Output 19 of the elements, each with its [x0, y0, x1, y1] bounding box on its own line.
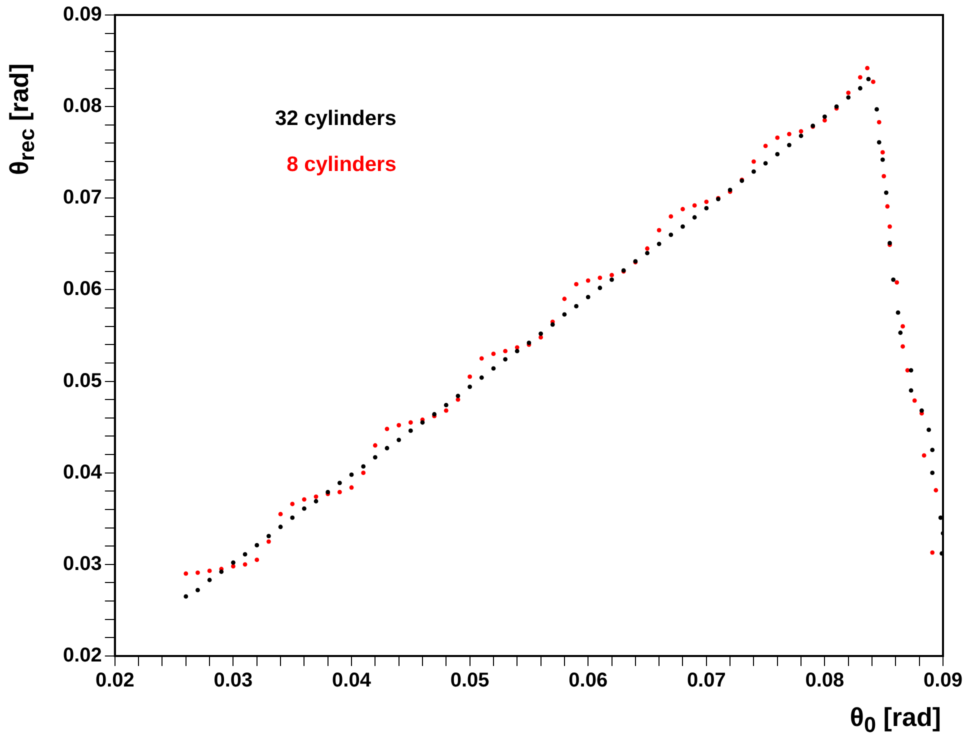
text: 32 cylinders: [275, 106, 396, 132]
x-tick-label: 0.08: [805, 670, 844, 692]
x-axis-title: θ$_{0}$ [rad]: [850, 702, 941, 738]
y-tick-label: 0.07: [62, 186, 102, 209]
x-tick-label: 0.07: [686, 670, 726, 692]
x-tick-label: 0.05: [450, 670, 490, 692]
y-tick-label: 0.08: [62, 95, 102, 118]
text: 8 cylinders: [286, 152, 396, 178]
y-tick-label: 0.06: [62, 278, 102, 300]
y-tick-label: 0.04: [62, 461, 103, 484]
y-tick-label: 0.09: [62, 4, 102, 26]
x-tick-label: 0.03: [214, 670, 253, 692]
y-tick-label: 0.02: [62, 644, 102, 667]
y-tick-label: 0.05: [62, 370, 102, 392]
x-tick-label: 0.09: [924, 670, 962, 692]
x-tick-label: 0.06: [568, 670, 608, 692]
y-tick-label: 0.03: [62, 552, 102, 575]
x-tick-label: 0.02: [95, 670, 134, 692]
x-tick-label: 0.04: [332, 670, 372, 692]
